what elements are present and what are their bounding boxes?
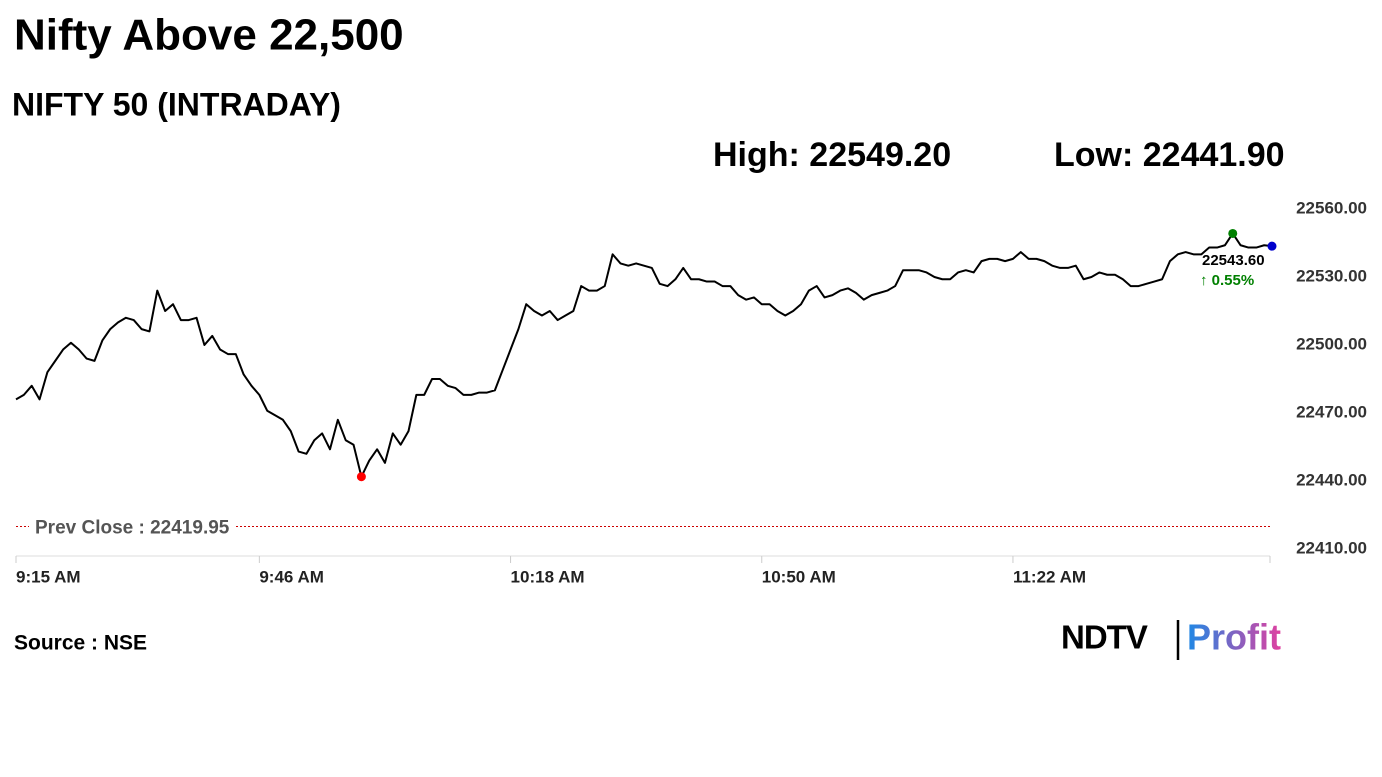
y-tick-label: 22560.00 (1296, 198, 1367, 217)
low-marker (356, 472, 366, 482)
chart-title: Nifty Above 22,500 (14, 11, 404, 60)
high-label: High: 22549.20 (713, 136, 951, 174)
x-tick-label: 11:22 AM (1013, 567, 1086, 586)
y-tick-label: 22500.00 (1296, 334, 1367, 353)
last-marker (1267, 241, 1277, 251)
x-tick-label: 9:46 AM (259, 567, 324, 586)
logo-profit: Profit (1187, 617, 1281, 658)
x-tick-label: 10:18 AM (511, 567, 585, 586)
prev-close-label-bg (29, 517, 236, 539)
series-line (15, 232, 1273, 478)
high-marker (1228, 228, 1238, 238)
change-label: ↑ 0.55% (1200, 272, 1254, 289)
x-tick-label: 9:15 AM (16, 567, 81, 586)
source: Source : NSE (14, 632, 147, 655)
chart-subtitle: NIFTY 50 (INTRADAY) (12, 86, 341, 122)
prev-close-label: Prev Close : 22419.95 (35, 517, 230, 538)
y-tick-label: 22410.00 (1296, 538, 1367, 557)
last-value-label: 22543.60 (1202, 252, 1265, 269)
x-tick-label: 10:50 AM (762, 567, 836, 586)
low-label: Low: 22441.90 (1054, 136, 1285, 174)
y-tick-label: 22470.00 (1296, 402, 1367, 421)
y-tick-label: 22530.00 (1296, 266, 1367, 285)
y-tick-label: 22440.00 (1296, 470, 1367, 489)
logo-ndtv: NDTV (1061, 619, 1148, 656)
